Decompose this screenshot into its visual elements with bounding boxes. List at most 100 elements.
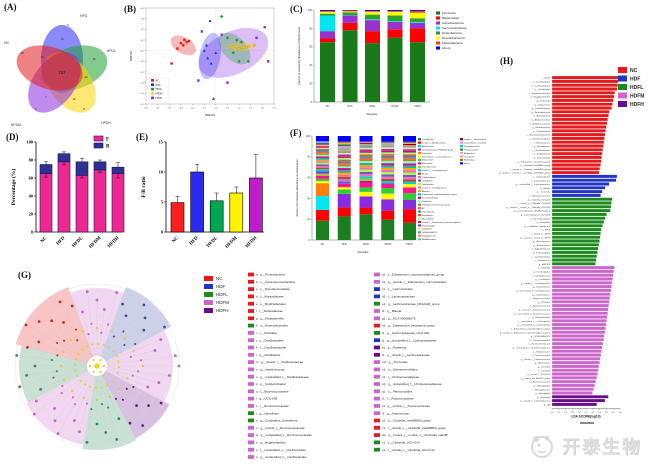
svg-text:HFDL: HFDL — [71, 236, 84, 249]
svg-text:-0.4: -0.4 — [140, 93, 144, 95]
svg-text:Colidextribacter: Colidextribacter — [422, 176, 436, 179]
svg-text:g__norank_f__Eubacterium_copro: g__norank_f__Eubacterium_coprostanoligen… — [500, 331, 551, 334]
svg-text:Faecalibacterium: Faecalibacterium — [464, 145, 480, 148]
svg-text:others: others — [442, 46, 451, 50]
svg-text:b1 : g__norank_f__Eubacterium_: b1 : g__norank_f__Eubacterium_coprostano… — [382, 280, 447, 284]
svg-text:-0.5: -0.5 — [156, 108, 160, 110]
svg-text:g__unclassified_f__Lachnospira: g__unclassified_f__Lachnospiraceae — [516, 183, 551, 186]
svg-text:f__Ruminococcaceae: f__Ruminococcaceae — [530, 306, 551, 308]
svg-text:n1 : o__Christensenellales: n1 : o__Christensenellales — [382, 368, 418, 372]
svg-text:0.2: 0.2 — [238, 108, 242, 110]
svg-text:10: 10 — [40, 55, 44, 59]
venn-diagram-panel: HFD HFDL HFDH HFDM NC 753 9 15 8 6 48 14 23 7 12 10 — [2, 10, 120, 128]
svg-text:Blautia: Blautia — [422, 173, 429, 176]
svg-text:j1 : g__unclassified_f__Lachno: j1 : g__unclassified_f__Lachnospiraceae — [381, 338, 437, 342]
svg-text:100: 100 — [306, 135, 311, 138]
svg-text:F/B ratio: F/B ratio — [141, 176, 147, 197]
svg-text:-0.2: -0.2 — [191, 108, 195, 110]
svg-text:g__Monoglobus: g__Monoglobus — [535, 393, 550, 395]
svg-text:g__unclassified_f__Oscillospir: g__unclassified_f__Oscillospiraceae — [516, 290, 550, 293]
svg-text:HFD: HFD — [156, 84, 161, 87]
svg-text:HFD: HFD — [342, 243, 347, 246]
svg-text:Romboutsia: Romboutsia — [464, 159, 476, 162]
svg-text:6: 6 — [35, 107, 37, 111]
company-logo-icon — [531, 435, 553, 458]
svg-text:60: 60 — [309, 46, 312, 49]
svg-text:i : c__Clostridia: i : c__Clostridia — [256, 331, 277, 335]
svg-text:Percent of community abundance: Percent of community abundance on Phylum… — [297, 27, 301, 85]
svg-text:HDFH: HDFH — [216, 308, 229, 313]
svg-text:i1 : g__Lachnospiraceae_UCG-00: i1 : g__Lachnospiraceae_UCG-006 — [382, 331, 429, 335]
svg-text:f__Erysipelotrichaceae: f__Erysipelotrichaceae — [529, 92, 551, 95]
svg-text:0.5: 0.5 — [557, 412, 561, 414]
svg-text:f__Eggerthellaceae: f__Eggerthellaceae — [532, 248, 551, 251]
fb-ratio-bar-panel: 0 5 10 15 F/B ratio NC HFD HFDL HFDM HFDH — [130, 128, 280, 262]
fb-ratio-chart: 0 5 10 15 F/B ratio NC HFD HFDL HFDM HFDH — [141, 140, 264, 250]
svg-text:9: 9 — [67, 23, 69, 27]
phylum-stacked-bars: 0 20 40 60 80 100 Percent of community abundan… — [297, 9, 467, 116]
svg-text:f__norank_o__Clostridia_vadinB: f__norank_o__Clostridia_vadinBB60_group — [509, 168, 550, 171]
svg-text:t1 : g__Anaerovorax: t1 : g__Anaerovorax — [382, 411, 410, 415]
svg-text:NC: NC — [321, 243, 325, 246]
svg-text:q : f__Butyricicoccaceae: q : f__Butyricicoccaceae — [256, 389, 289, 393]
svg-text:f1 : g__Blautia: f1 : g__Blautia — [382, 309, 402, 313]
watermark-divider — [580, 422, 594, 424]
svg-text:f__Butyricicoccaceae: f__Butyricicoccaceae — [530, 297, 551, 300]
svg-text:4.0: 4.0 — [605, 412, 609, 414]
svg-text:g__norank_f__norank_o__Clostri: g__norank_f__norank_o__Clostridia_UCG-01… — [507, 206, 551, 209]
svg-text:HFDM: HFDM — [89, 236, 103, 250]
svg-text:norank_f__Muribaculaceae: norank_f__Muribaculaceae — [422, 142, 447, 144]
svg-text:0.1: 0.1 — [141, 40, 145, 42]
svg-text:f__Christensenellaceae: f__Christensenellaceae — [528, 343, 551, 346]
svg-text:-0.3: -0.3 — [140, 82, 144, 84]
phylum-stacked-bar-panel: 0 20 40 60 80 100 Percent of community abundan… — [286, 2, 482, 126]
svg-text:20: 20 — [307, 218, 310, 221]
svg-text:f__UCG-010: f__UCG-010 — [538, 370, 551, 372]
fb-percentage-bar-panel: 0 20 40 60 80 100 Percentage (%) NC HFD HFDL HFDM H… — [2, 128, 130, 262]
svg-text:GCA-900066575: GCA-900066575 — [422, 231, 438, 234]
svg-text:g : g__Parasutterella: g : g__Parasutterella — [256, 316, 284, 320]
svg-text:norank_f__Eubacterium_coprosta: norank_f__Eubacterium_coprostanoligenes — [422, 221, 461, 224]
svg-text:5: 5 — [161, 200, 164, 205]
svg-text:p1 : g__unclassified_f__Christ: p1 : g__unclassified_f__Christensenellac… — [382, 382, 442, 386]
svg-text:HFDM: HFDM — [392, 105, 399, 108]
svg-text:o__Enterobacterales: o__Enterobacterales — [531, 217, 550, 220]
svg-text:Verrucomicrobiota: Verrucomicrobiota — [442, 26, 467, 30]
panel-label-b: (B) — [124, 4, 136, 14]
svg-text:g__ASF356: g__ASF356 — [539, 263, 551, 266]
svg-text:Firmicutes: Firmicutes — [442, 11, 456, 15]
svg-text:m1 : g__Tuzzerella: m1 : g__Tuzzerella — [382, 360, 408, 364]
genus-stacked-bars: 0 20 40 60 80 100 Percent of community abundan… — [295, 135, 486, 254]
panel-label-a: (A) — [4, 2, 17, 12]
svg-text:others: others — [464, 162, 470, 165]
svg-text:g__unclassified_f__Ruminococca: g__unclassified_f__Ruminococcaceae — [515, 313, 551, 315]
svg-text:a : p__Proteobacteria: a : p__Proteobacteria — [256, 273, 285, 277]
svg-text:g__UCG-009: g__UCG-009 — [538, 302, 551, 304]
svg-text:HFDL: HFDL — [363, 243, 370, 246]
svg-text:12: 12 — [72, 97, 76, 101]
svg-text:g__norank_f__Peptococcaceae: g__norank_f__Peptococcaceae — [521, 358, 551, 361]
svg-text:NMDS2: NMDS2 — [129, 50, 133, 61]
svg-text:14: 14 — [60, 37, 64, 41]
svg-text:Oscillibacter: Oscillibacter — [422, 179, 433, 182]
svg-text:NC: NC — [40, 236, 49, 245]
svg-text:unclassified_f__Lachnospiracea: unclassified_f__Lachnospiraceae — [422, 156, 452, 158]
svg-text:z : g__unclassified_o__Oscillo: z : g__unclassified_o__Oscillospirales — [256, 455, 307, 459]
svg-text:HFDH: HFDH — [107, 236, 121, 250]
svg-text:f__Lachnospiraceae: f__Lachnospiraceae — [531, 179, 551, 182]
svg-text:2.0: 2.0 — [578, 412, 582, 414]
svg-text:48: 48 — [20, 51, 24, 55]
svg-text:HFDH: HFDH — [101, 121, 111, 125]
svg-text:Enterorhabdus: Enterorhabdus — [422, 224, 435, 227]
svg-text:0.1: 0.1 — [226, 108, 230, 110]
svg-text:f__Lactobacillaceae: f__Lactobacillaceae — [531, 84, 551, 87]
svg-text:HFDL: HFDL — [156, 88, 163, 91]
svg-text:u1 : o__Clostridia_vadinBB60_g: u1 : o__Clostridia_vadinBB60_group — [382, 419, 431, 423]
svg-text:4.5: 4.5 — [612, 412, 616, 414]
svg-text:HFDL: HFDL — [107, 49, 116, 53]
svg-text:g__Butyricicoccus: g__Butyricicoccus — [533, 244, 550, 247]
svg-text:o__Erysipelotrichales: o__Erysipelotrichales — [530, 96, 550, 99]
svg-text:Samples: Samples — [367, 112, 378, 116]
svg-text:1.0: 1.0 — [564, 412, 568, 414]
svg-text:HDFL: HDFL — [216, 292, 228, 297]
